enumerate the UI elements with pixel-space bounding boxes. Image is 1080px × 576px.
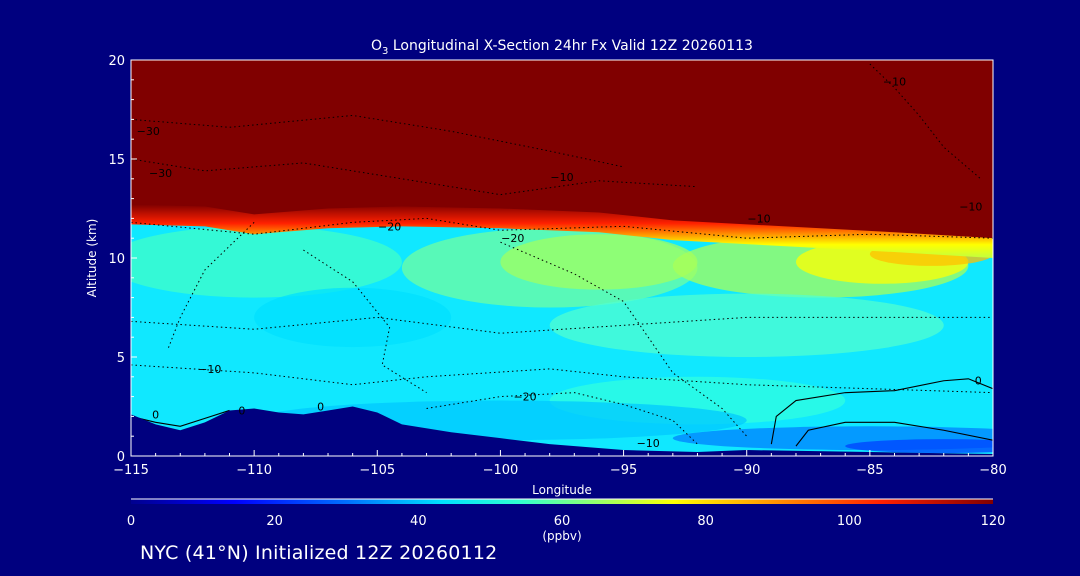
x-axis-tick-label: −95 (610, 463, 637, 478)
contour-label: −10 (550, 171, 573, 184)
dotted-contour-line (131, 114, 624, 168)
colorbar (131, 499, 993, 504)
colorbar-units-label: (ppbv) (542, 529, 581, 543)
contour-label: −30 (137, 125, 160, 138)
contour-label: −10 (747, 212, 770, 225)
x-axis-tick-label: −80 (979, 463, 1006, 478)
x-axis-tick-label: −85 (856, 463, 883, 478)
x-axis-label: Longitude (532, 483, 592, 497)
y-axis-tick-label: 0 (117, 450, 125, 465)
footer-caption: NYC (41°N) Initialized 12Z 20260112 (140, 542, 498, 564)
colorbar-tick-label: 20 (266, 514, 283, 529)
contour-label: −30 (149, 167, 172, 180)
tropopause-transition (131, 204, 993, 258)
contour-label: −10 (637, 437, 660, 450)
ozone-region-mid-west-low (254, 287, 452, 348)
plot-clip-group: 0 0 0 −10 −20 −20 −20 −30 −30 −10 −10 −10 −10 −10 −10 0 (131, 60, 1024, 456)
contour-label: −10 (1001, 252, 1024, 265)
plot-frame (130, 59, 994, 457)
contour-label: 0 (317, 400, 324, 413)
contour-label: −10 (959, 200, 982, 213)
contour-label: −20 (501, 232, 524, 245)
dotted-contour-line (131, 158, 698, 196)
colorbar-ticks: 0 20 40 60 80 100 120 (127, 498, 1006, 529)
ozone-region-upper-central-peak (500, 234, 698, 290)
contour-label: 0 (238, 404, 245, 417)
x-axis-tick-label: −100 (483, 463, 519, 478)
solid-contour-line (131, 409, 230, 427)
stratosphere-region (131, 60, 993, 241)
y-axis-tick-label: 10 (108, 252, 125, 267)
colorbar-tick-label: 0 (127, 514, 135, 529)
x-axis-tick-label: −110 (236, 463, 272, 478)
x-axis-tick-label: −90 (733, 463, 760, 478)
dotted-contour-line (426, 392, 698, 445)
ozone-region-mid-east (549, 293, 944, 357)
contour-label: −10 (883, 76, 906, 89)
colorbar-tick-label: 100 (837, 514, 862, 529)
dotted-contour-line (131, 316, 993, 334)
y-axis-tick-label: 5 (117, 351, 125, 366)
x-axis-tick-label: −115 (113, 463, 149, 478)
plot-area: 0 0 0 −10 −20 −20 −20 −30 −30 −10 −10 −10 −10 −10 −10 0 (131, 60, 1024, 456)
y-axis-tick-label: 20 (108, 54, 125, 69)
contour-label: 0 (152, 408, 159, 421)
solid-contour-line (770, 378, 993, 445)
colorbar-tick-label: 40 (410, 514, 427, 529)
dotted-contour-line (500, 241, 748, 437)
solid-contour-line (795, 421, 993, 447)
x-axis-tick-label: −105 (359, 463, 395, 478)
ozone-region-upper-west (131, 226, 402, 298)
colorbar-tick-label: 60 (554, 514, 571, 529)
y-axis-label: Altitude (km) (85, 219, 99, 298)
dotted-contour-line (167, 222, 255, 350)
y-axis-tick-label: 15 (108, 153, 125, 168)
terrain-mask (131, 406, 993, 456)
chart-title: O3 Longitudinal X-Section 24hr Fx Valid … (371, 38, 753, 57)
ozone-region-surface-east-min (845, 439, 993, 454)
contour-label: −20 (513, 391, 536, 404)
contour-label: −10 (198, 363, 221, 376)
dotted-contour-line (869, 63, 982, 180)
dotted-contour-line (303, 249, 427, 394)
colorbar-tick-label: 120 (981, 514, 1006, 529)
contour-label: −20 (378, 220, 401, 233)
colorbar-tick-label: 80 (697, 514, 714, 529)
contour-label: 0 (975, 375, 982, 388)
